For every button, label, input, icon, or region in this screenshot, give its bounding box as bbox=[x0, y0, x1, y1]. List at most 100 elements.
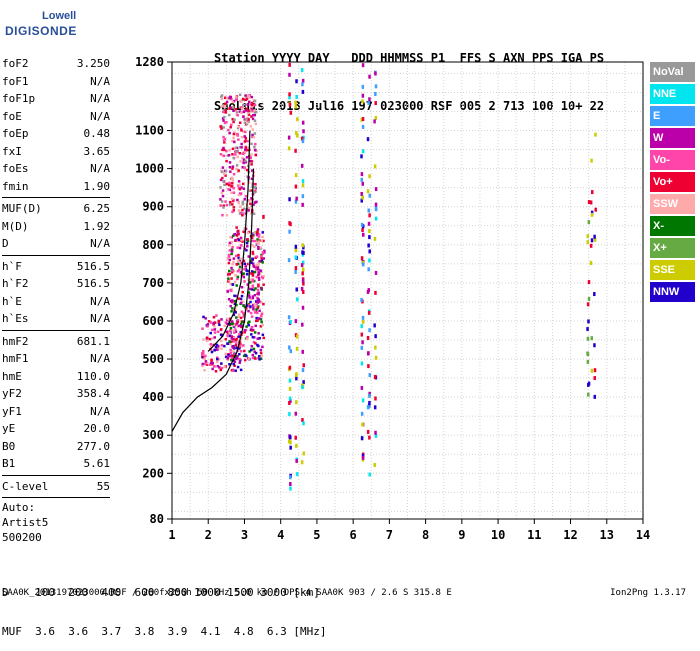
echo-point bbox=[260, 354, 264, 357]
echo-point bbox=[232, 362, 235, 366]
echo-point bbox=[288, 386, 292, 391]
echo-point bbox=[243, 311, 246, 315]
echo-point bbox=[232, 269, 236, 273]
echo-point bbox=[254, 110, 258, 114]
echo-point bbox=[251, 250, 255, 255]
param-label: B1 bbox=[2, 457, 16, 470]
echo-point bbox=[374, 396, 377, 401]
echo-point bbox=[222, 204, 225, 207]
echo-point bbox=[368, 235, 371, 240]
echo-point bbox=[243, 331, 246, 334]
echo-point bbox=[261, 235, 264, 239]
echo-point bbox=[231, 262, 234, 266]
echo-point bbox=[240, 106, 244, 109]
echo-point bbox=[262, 336, 266, 340]
echo-point bbox=[225, 121, 228, 124]
echo-point bbox=[239, 297, 243, 301]
param-value: N/A bbox=[90, 352, 110, 365]
echo-point bbox=[262, 302, 265, 306]
param-label: h`F bbox=[2, 259, 22, 273]
echo-point bbox=[294, 148, 297, 153]
echo-point bbox=[231, 307, 234, 310]
echo-point bbox=[590, 368, 594, 373]
echo-point bbox=[289, 349, 293, 354]
param-value: 358.4 bbox=[76, 387, 110, 400]
echo-point bbox=[237, 256, 240, 260]
echo-point bbox=[260, 256, 263, 260]
echo-point bbox=[360, 172, 364, 177]
echo-point bbox=[367, 243, 370, 248]
param-row: yF1 N/A bbox=[2, 403, 110, 421]
echo-point bbox=[301, 243, 304, 248]
echo-point bbox=[361, 99, 364, 104]
legend-item: SSW bbox=[650, 194, 695, 214]
echo-point bbox=[201, 327, 204, 330]
param-row: B1 5.61 bbox=[2, 455, 110, 473]
echo-point bbox=[251, 244, 254, 247]
echo-point bbox=[368, 174, 371, 179]
echo-point bbox=[239, 211, 243, 215]
echo-point bbox=[253, 270, 257, 274]
echo-point bbox=[296, 117, 299, 122]
param-value: 5.61 bbox=[83, 457, 111, 470]
echo-point bbox=[232, 156, 235, 160]
echo-point bbox=[360, 436, 364, 441]
echo-point bbox=[302, 281, 305, 286]
echo-point bbox=[288, 95, 291, 100]
echo-point bbox=[253, 201, 257, 204]
echo-point bbox=[236, 262, 240, 266]
echo-point bbox=[238, 183, 241, 187]
param-row: h`F2 516.5 bbox=[2, 275, 110, 293]
echo-point bbox=[222, 135, 225, 139]
param-label: fxI bbox=[2, 144, 22, 158]
echo-point bbox=[232, 191, 236, 194]
echo-point bbox=[258, 239, 262, 242]
echo-point bbox=[216, 330, 220, 334]
param-value: N/A bbox=[90, 74, 110, 88]
echo-point bbox=[242, 344, 245, 347]
echo-point bbox=[241, 130, 245, 133]
echo-point bbox=[222, 154, 226, 158]
echo-point bbox=[236, 155, 239, 159]
echo-point bbox=[368, 228, 371, 233]
echo-point bbox=[239, 127, 243, 131]
echo-point bbox=[250, 103, 254, 107]
x-tick-label: 13 bbox=[600, 528, 614, 542]
echo-point bbox=[250, 272, 253, 275]
echo-point bbox=[219, 186, 222, 189]
echo-point bbox=[250, 348, 253, 352]
echo-point bbox=[202, 349, 205, 353]
echo-point bbox=[368, 74, 371, 79]
echo-point bbox=[260, 239, 264, 242]
echo-point bbox=[241, 165, 245, 169]
echo-point bbox=[374, 270, 378, 275]
echo-point bbox=[243, 121, 247, 124]
echo-point bbox=[245, 354, 248, 358]
echo-point bbox=[237, 209, 241, 212]
echo-point bbox=[240, 344, 244, 348]
echo-point bbox=[255, 200, 258, 204]
echo-point bbox=[594, 132, 597, 137]
echo-point bbox=[209, 321, 213, 324]
echo-point bbox=[235, 226, 238, 229]
echo-point bbox=[210, 337, 214, 340]
electron-density-profile bbox=[171, 168, 255, 432]
echo-point bbox=[211, 367, 214, 371]
echo-point bbox=[361, 319, 365, 324]
echo-point bbox=[261, 261, 264, 264]
echo-point bbox=[373, 462, 376, 467]
echo-point bbox=[231, 269, 234, 273]
param-row: h`Es N/A bbox=[2, 310, 110, 328]
echo-point bbox=[288, 62, 291, 67]
echo-point bbox=[233, 302, 237, 306]
echo-point bbox=[224, 321, 228, 324]
echo-point bbox=[251, 128, 254, 131]
echo-point bbox=[238, 152, 242, 155]
echo-point bbox=[244, 194, 248, 198]
echo-point bbox=[301, 120, 305, 125]
x-tick-label: 11 bbox=[527, 528, 541, 542]
echo-point bbox=[261, 275, 264, 279]
echo-point bbox=[227, 153, 231, 157]
echo-point bbox=[361, 93, 365, 98]
echo-point bbox=[239, 331, 243, 334]
